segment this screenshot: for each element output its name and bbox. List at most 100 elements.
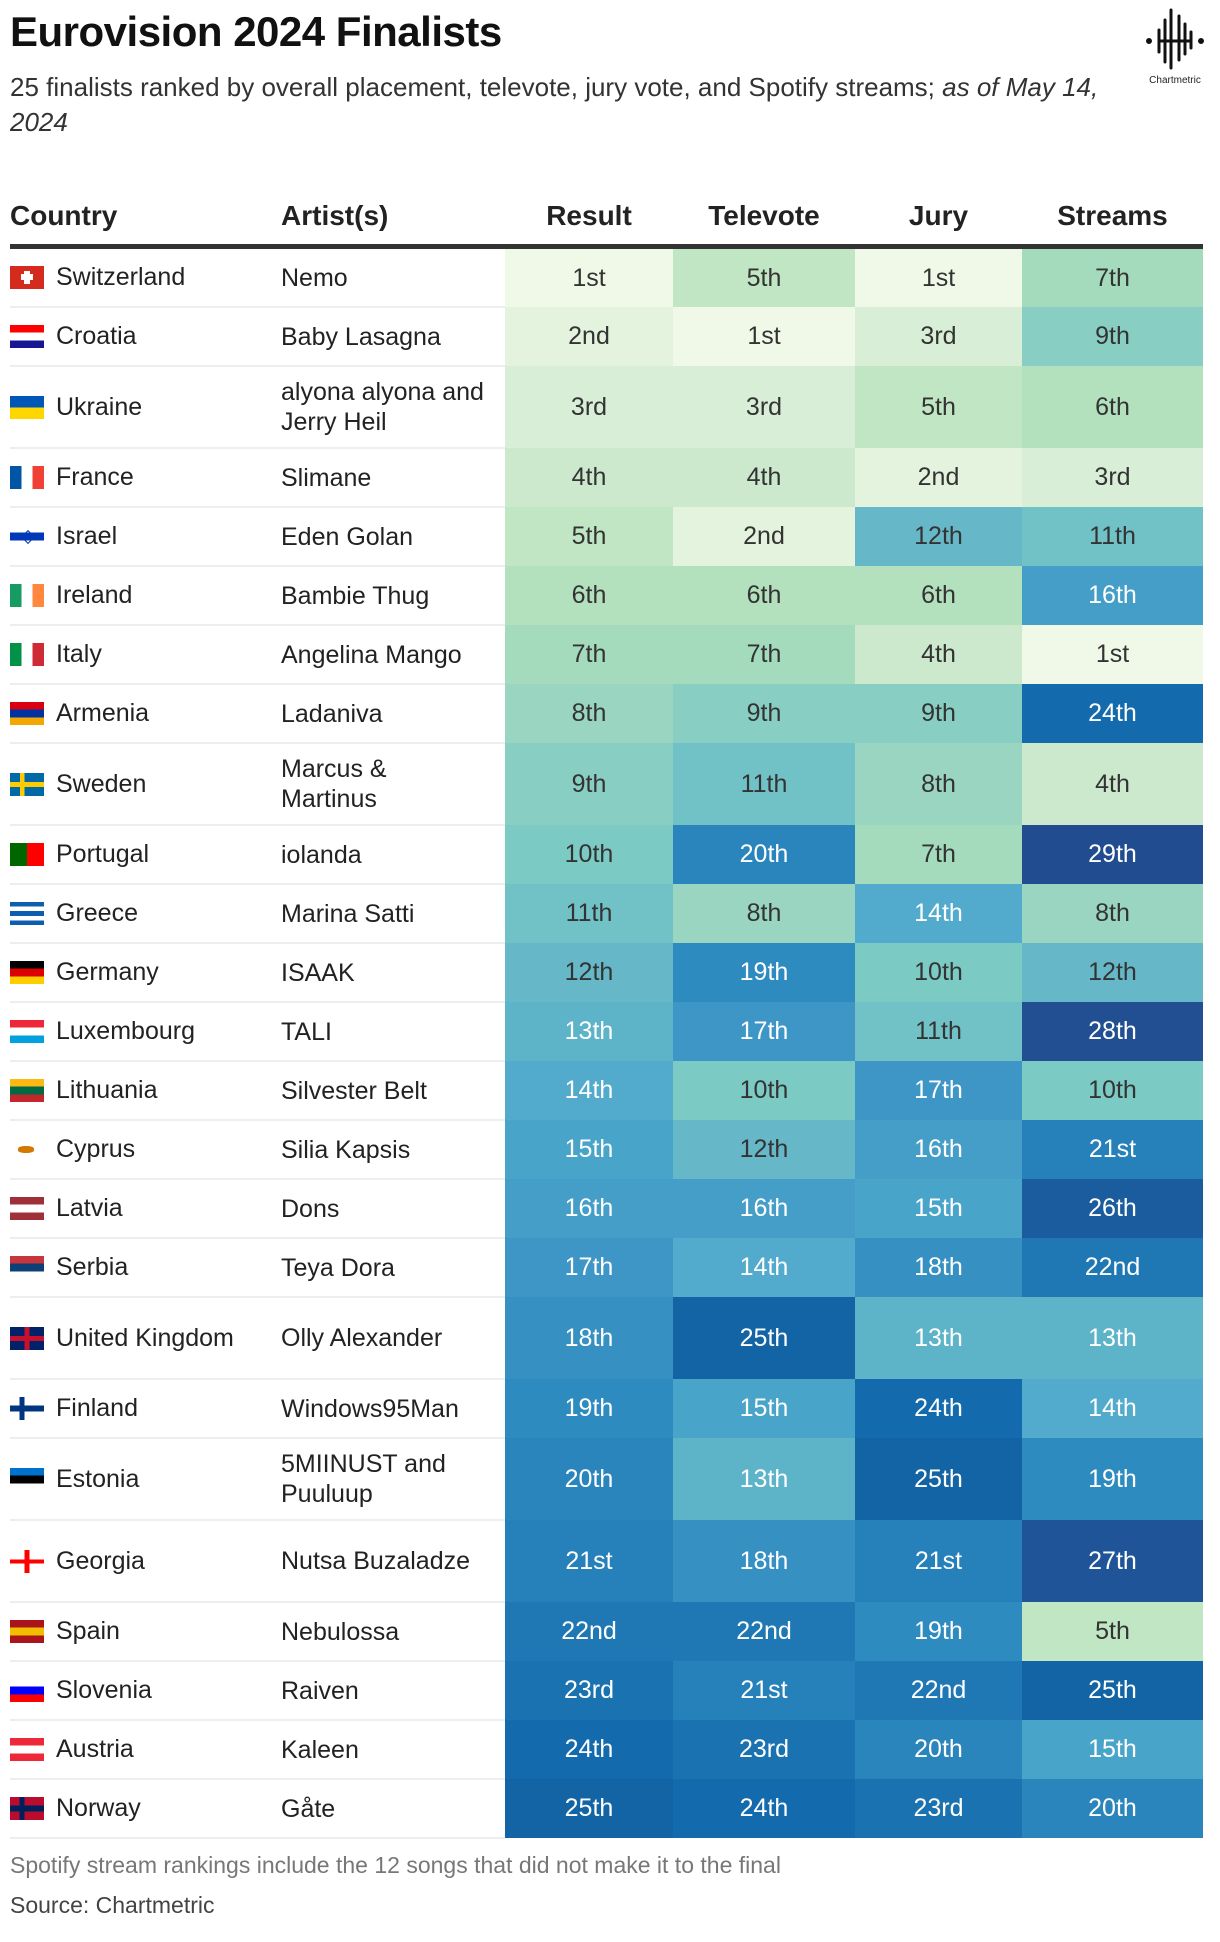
- country-name: Georgia: [56, 1546, 145, 1575]
- televote-cell: 5th: [673, 246, 855, 307]
- country-name: United Kingdom: [56, 1323, 234, 1352]
- chart-subtitle: 25 finalists ranked by overall placement…: [10, 70, 1120, 140]
- result-cell: 23rd: [505, 1661, 673, 1720]
- country-name: Latvia: [56, 1194, 123, 1222]
- televote-cell: 17th: [673, 1002, 855, 1061]
- result-cell: 18th: [505, 1297, 673, 1379]
- header-televote: Televote: [673, 188, 855, 249]
- country-name: Germany: [56, 958, 159, 986]
- table-row: Armenia Ladaniva 8th 9th 9th 24th: [10, 684, 1203, 744]
- jury-cell: 21st: [855, 1520, 1022, 1602]
- chartmetric-logo-icon: [1146, 8, 1204, 70]
- flag-icon: [10, 325, 44, 348]
- artist-cell: Raiven: [281, 1661, 505, 1721]
- country-cell: Cyprus: [10, 1120, 281, 1180]
- artist-cell: Silvester Belt: [281, 1061, 505, 1121]
- table-row: Slovenia Raiven 23rd 21st 22nd 25th: [10, 1661, 1203, 1721]
- televote-cell: 7th: [673, 625, 855, 684]
- table-row: Ireland Bambie Thug 6th 6th 6th 16th: [10, 566, 1203, 626]
- jury-cell: 11th: [855, 1002, 1022, 1061]
- streams-cell: 6th: [1022, 366, 1203, 448]
- flag-icon: [10, 961, 44, 984]
- flag-icon: [10, 1549, 44, 1573]
- country-cell: Sweden: [10, 743, 281, 826]
- televote-cell: 20th: [673, 825, 855, 884]
- artist-cell: Marina Satti: [281, 884, 505, 944]
- flag-icon: [10, 1326, 44, 1350]
- artist-cell: Ladaniva: [281, 684, 505, 744]
- result-cell: 8th: [505, 684, 673, 743]
- flag-icon: [10, 466, 44, 489]
- flag-icon: [10, 1397, 44, 1420]
- flag-icon: [10, 1256, 44, 1279]
- streams-cell: 15th: [1022, 1720, 1203, 1779]
- flag-icon: [10, 1738, 44, 1761]
- result-cell: 20th: [505, 1438, 673, 1520]
- country-cell: Luxembourg: [10, 1002, 281, 1062]
- artist-cell: Dons: [281, 1179, 505, 1239]
- country-cell: Ireland: [10, 566, 281, 626]
- televote-cell: 1st: [673, 307, 855, 366]
- televote-cell: 11th: [673, 743, 855, 825]
- table-row: Lithuania Silvester Belt 14th 10th 17th 10th: [10, 1061, 1203, 1121]
- artist-cell: Bambie Thug: [281, 566, 505, 626]
- country-cell: Slovenia: [10, 1661, 281, 1721]
- country-name: Estonia: [56, 1464, 140, 1493]
- result-cell: 1st: [505, 246, 673, 307]
- header-streams: Streams: [1022, 188, 1203, 249]
- table-row: Finland Windows95Man 19th 15th 24th 14th: [10, 1379, 1203, 1439]
- flag-icon: [10, 1020, 44, 1043]
- result-cell: 14th: [505, 1061, 673, 1120]
- streams-cell: 14th: [1022, 1379, 1203, 1438]
- country-name: Sweden: [56, 769, 147, 798]
- jury-cell: 19th: [855, 1602, 1022, 1661]
- streams-cell: 9th: [1022, 307, 1203, 366]
- result-cell: 19th: [505, 1379, 673, 1438]
- flag-icon: [10, 1797, 44, 1820]
- artist-cell: ISAAK: [281, 943, 505, 1003]
- country-cell: Norway: [10, 1779, 281, 1839]
- country-cell: Lithuania: [10, 1061, 281, 1121]
- televote-cell: 13th: [673, 1438, 855, 1520]
- result-cell: 5th: [505, 507, 673, 566]
- table-row: Norway Gåte 25th 24th 23rd 20th: [10, 1779, 1203, 1839]
- jury-cell: 10th: [855, 943, 1022, 1002]
- country-cell: Ukraine: [10, 366, 281, 449]
- result-cell: 6th: [505, 566, 673, 625]
- televote-cell: 3rd: [673, 366, 855, 448]
- streams-cell: 3rd: [1022, 448, 1203, 507]
- artist-cell: 5MIINUST and Puuluup: [281, 1438, 505, 1521]
- country-cell: France: [10, 448, 281, 508]
- artist-cell: Nebulossa: [281, 1602, 505, 1662]
- country-cell: Germany: [10, 943, 281, 1003]
- country-cell: Croatia: [10, 307, 281, 367]
- country-name: Finland: [56, 1394, 138, 1422]
- table-row: Cyprus Silia Kapsis 15th 12th 16th 21st: [10, 1120, 1203, 1180]
- country-name: Austria: [56, 1735, 134, 1763]
- country-name: Slovenia: [56, 1676, 152, 1704]
- artist-cell: Olly Alexander: [281, 1297, 505, 1380]
- artist-cell: Windows95Man: [281, 1379, 505, 1439]
- country-cell: Austria: [10, 1720, 281, 1780]
- televote-cell: 10th: [673, 1061, 855, 1120]
- country-cell: United Kingdom: [10, 1297, 281, 1380]
- televote-cell: 4th: [673, 448, 855, 507]
- flag-icon: [10, 266, 44, 289]
- table-row: France Slimane 4th 4th 2nd 3rd: [10, 448, 1203, 508]
- flag-icon: [10, 395, 44, 419]
- result-cell: 2nd: [505, 307, 673, 366]
- logo-text: Chartmetric: [1149, 75, 1201, 86]
- televote-cell: 15th: [673, 1379, 855, 1438]
- jury-cell: 5th: [855, 366, 1022, 448]
- televote-cell: 23rd: [673, 1720, 855, 1779]
- streams-cell: 1st: [1022, 625, 1203, 684]
- result-cell: 15th: [505, 1120, 673, 1179]
- streams-cell: 16th: [1022, 566, 1203, 625]
- header-row: Country Artist(s) Result Televote Jury S…: [10, 188, 1203, 249]
- jury-cell: 6th: [855, 566, 1022, 625]
- header-result: Result: [505, 188, 673, 249]
- country-cell: Italy: [10, 625, 281, 685]
- table-row: Sweden Marcus & Martinus 9th 11th 8th 4th: [10, 743, 1203, 826]
- flag-icon: [10, 702, 44, 725]
- streams-cell: 8th: [1022, 884, 1203, 943]
